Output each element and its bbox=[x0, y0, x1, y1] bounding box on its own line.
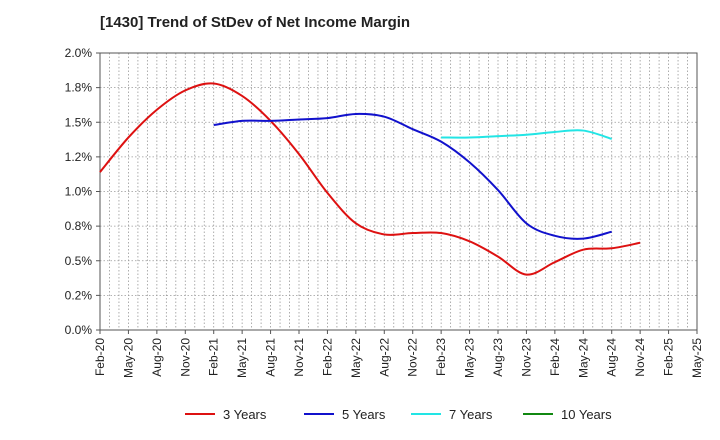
x-tick-label: Nov-22 bbox=[406, 338, 420, 377]
chart-title: [1430] Trend of StDev of Net Income Marg… bbox=[100, 14, 411, 31]
x-tick-label: May-21 bbox=[235, 338, 249, 378]
x-tick-label: Feb-25 bbox=[662, 338, 676, 376]
grid bbox=[100, 52, 697, 331]
y-tick-label: 0.2% bbox=[65, 288, 93, 302]
x-tick-label: Aug-23 bbox=[491, 338, 505, 377]
series-line-1 bbox=[99, 82, 641, 276]
y-tick-label: 1.2% bbox=[65, 150, 93, 164]
series-line-3 bbox=[441, 129, 613, 140]
x-tick-label: Aug-21 bbox=[264, 338, 278, 377]
y-tick-label: 1.8% bbox=[65, 81, 93, 95]
y-tick-label: 1.0% bbox=[65, 185, 93, 199]
legend-label: 3 Years bbox=[223, 407, 267, 422]
y-tick-label: 0.5% bbox=[65, 254, 93, 268]
y-tick-label: 1.5% bbox=[65, 115, 93, 129]
x-tick-label: May-23 bbox=[463, 338, 477, 378]
legend-label: 5 Years bbox=[342, 407, 386, 422]
x-tick-label: Aug-20 bbox=[150, 338, 164, 377]
x-tick-label: Feb-20 bbox=[93, 338, 107, 376]
axes: 0.0% 0.2% 0.5% 0.8% 1.0% 1.2% 1.5% 1.8% 2.0% Feb-… bbox=[65, 46, 704, 378]
x-tick-label: Aug-24 bbox=[605, 338, 619, 377]
legend-label: 10 Years bbox=[561, 407, 612, 422]
x-tick-label: Aug-22 bbox=[377, 338, 391, 377]
x-tick-label: Feb-21 bbox=[207, 338, 221, 376]
x-tick-label: Nov-21 bbox=[292, 338, 306, 377]
x-tick-label: Feb-23 bbox=[434, 338, 448, 376]
legend: 3 Years 5 Years 7 Years 10 Years bbox=[185, 407, 612, 422]
x-tick-label: May-22 bbox=[349, 338, 363, 378]
x-tick-label: May-20 bbox=[121, 338, 135, 378]
y-tick-label: 0.8% bbox=[65, 219, 93, 233]
series-line-2 bbox=[213, 112, 612, 240]
x-tick-label: May-24 bbox=[576, 338, 590, 378]
x-tick-label: May-25 bbox=[690, 338, 704, 378]
y-tick-label: 2.0% bbox=[65, 46, 93, 60]
legend-label: 7 Years bbox=[449, 407, 493, 422]
x-tick-label: Nov-24 bbox=[633, 338, 647, 377]
y-tick-label: 0.0% bbox=[65, 323, 93, 337]
x-tick-label: Feb-24 bbox=[548, 338, 562, 376]
x-tick-label: Nov-23 bbox=[519, 338, 533, 377]
x-tick-label: Nov-20 bbox=[178, 338, 192, 377]
series-lines bbox=[99, 82, 641, 276]
x-tick-label: Feb-22 bbox=[320, 338, 334, 376]
